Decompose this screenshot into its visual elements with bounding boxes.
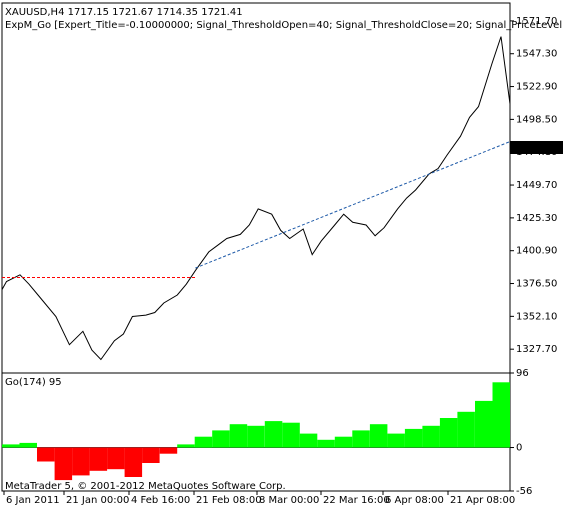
time-axis-label: 21 Feb 08:00	[196, 495, 262, 506]
main-chart-frame[interactable]	[1, 2, 511, 374]
indicator-bar	[317, 439, 335, 448]
current-price-badge: 1474.10	[510, 141, 563, 154]
time-axis-label: 6 Jan 2011	[6, 495, 60, 506]
indicator-axis-label: -56	[516, 486, 532, 497]
indicator-bar	[387, 433, 405, 448]
indicator-title: Go(174) 95	[5, 377, 62, 388]
indicator-bar	[334, 436, 353, 448]
indicator-bar	[352, 430, 370, 448]
time-axis-label: 21 Apr 08:00	[450, 495, 515, 506]
level-lines-group	[2, 141, 511, 278]
indicator-bar	[282, 422, 300, 448]
indicator-bar	[142, 447, 160, 463]
indicator-bar	[159, 447, 178, 454]
indicator-bar	[457, 411, 475, 448]
indicator-bar	[475, 400, 493, 448]
indicator-bar	[229, 424, 248, 448]
indicator-bar	[369, 424, 388, 448]
price-axis-label: 1522.90	[516, 82, 557, 93]
indicator-bar	[492, 382, 510, 448]
time-axis: 6 Jan 2011 21 Jan 00:00 4 Feb 16:00 21 Feb …	[3, 491, 515, 506]
indicator-bar	[2, 444, 20, 448]
price-series-group	[1, 36, 511, 361]
price-axis-label: 1547.30	[516, 49, 557, 60]
time-axis-label: 4 Feb 16:00	[131, 495, 190, 506]
indicator-bar	[422, 425, 440, 448]
indicator-bar	[194, 436, 213, 448]
indicator-bar	[299, 433, 318, 448]
price-axis-label: 1449.70	[516, 180, 557, 191]
price-axis-label: 1352.10	[516, 311, 557, 322]
copyright-watermark: MetaTrader 5, © 2001-2012 MetaQuotes Sof…	[5, 481, 286, 492]
price-axis-label: 1327.70	[516, 344, 557, 355]
price-axis-label: 1571.70	[516, 16, 557, 27]
indicator-axis: 96 0 -56	[510, 368, 532, 497]
indicator-axis-label: 0	[516, 443, 522, 454]
long-level-line	[195, 141, 511, 269]
time-axis-label: 21 Jan 00:00	[66, 495, 129, 506]
price-axis-label: 1376.50	[516, 279, 557, 290]
indicator-bar	[404, 428, 423, 448]
indicator-bar	[72, 447, 90, 476]
current-price-label: 1474.10	[515, 143, 556, 154]
chart-symbol-title: XAUUSD,H4 1717.15 1721.67 1714.35 1721.4…	[5, 7, 243, 18]
price-axis-label: 1400.90	[516, 246, 557, 257]
price-line	[1, 36, 511, 361]
indicator-bar	[439, 418, 458, 448]
indicator-bar	[54, 447, 73, 481]
time-axis-label: 6 Apr 08:00	[385, 495, 444, 506]
indicator-bar	[89, 447, 108, 471]
indicator-histogram-group	[2, 382, 510, 481]
indicator-bar	[177, 444, 195, 448]
time-axis-label: 22 Mar 16:00	[323, 495, 390, 506]
current-price-background	[510, 141, 563, 154]
time-axis-label: 8 Mar 00:00	[259, 495, 319, 506]
indicator-bar	[124, 447, 143, 477]
indicator-bar	[37, 447, 55, 462]
indicator-bar	[107, 447, 125, 470]
indicator-bar	[19, 442, 37, 448]
indicator-bar	[212, 430, 230, 448]
expert-parameters: ExpM_Go [Expert_Title=-0.10000000; Signa…	[5, 20, 563, 31]
indicator-bar	[247, 425, 265, 448]
price-axis-label: 1425.30	[516, 213, 557, 224]
indicator-bar	[264, 421, 283, 448]
price-axis-label: 1498.50	[516, 114, 557, 125]
indicator-axis-label: 96	[516, 368, 529, 379]
